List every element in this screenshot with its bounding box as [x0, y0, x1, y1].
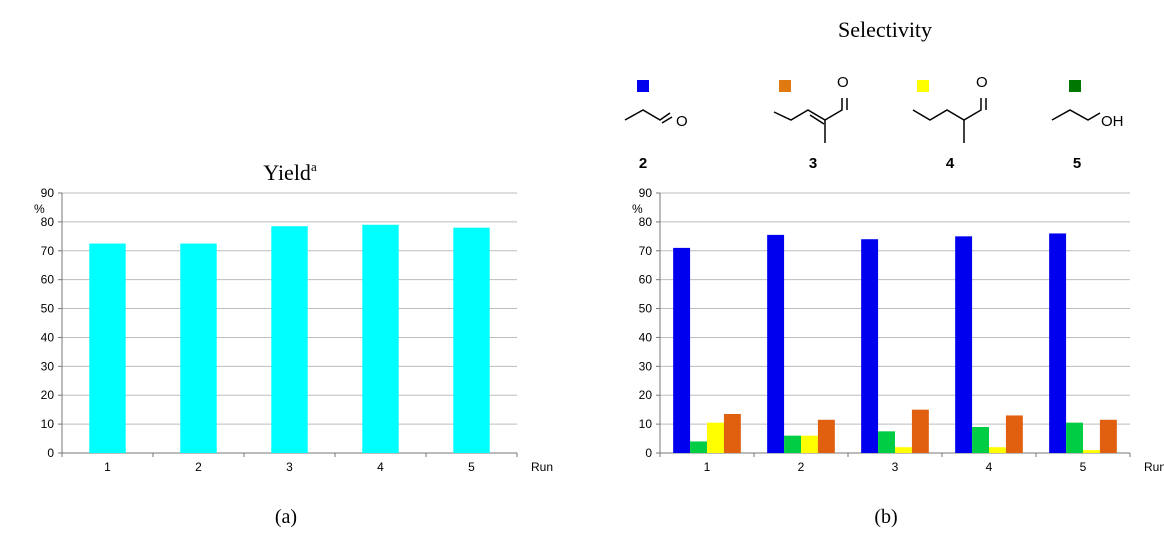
compound-2-structure: O 2 [624, 80, 688, 172]
compound-5-swatch [1069, 80, 1081, 92]
selectivity-bar [817, 419, 835, 453]
selectivity-title: Selectivity [838, 17, 932, 42]
selectivity-xtick-label: 5 [1080, 460, 1087, 474]
selectivity-chart: 0 10 20 30 40 50 60 70 80 90% 1 2 3 4 5 Run [632, 186, 1164, 474]
selectivity-bar [723, 414, 741, 453]
selectivity-ytick-label: 30 [639, 359, 653, 373]
compound-3-double-bond [809, 114, 825, 125]
selectivity-ytick-label: 60 [639, 273, 653, 287]
selectivity-bar [911, 409, 929, 453]
selectivity-bar [861, 239, 879, 453]
compound-3-structure: O 3 [773, 74, 849, 172]
selectivity-xtick-label: 1 [704, 460, 711, 474]
selectivity-bar [707, 422, 724, 453]
compound-3-skeleton [773, 98, 843, 121]
compound-5-structure: OH 5 [1051, 80, 1124, 172]
yield-ytick-label: 30 [41, 359, 55, 373]
compound-3-oxygen: O [837, 74, 849, 91]
panel-b-label: (b) [874, 506, 897, 528]
yield-ytick-label: 70 [41, 244, 55, 258]
compound-4-structure: O 4 [912, 74, 988, 172]
selectivity-bar [1005, 415, 1023, 453]
compound-5-hydroxyl: OH [1101, 113, 1124, 130]
compound-2-oxygen: O [676, 113, 688, 130]
yield-bar [362, 224, 399, 453]
selectivity-bar [1066, 422, 1083, 453]
selectivity-ylabel: % [632, 202, 643, 216]
yield-ylabel: % [34, 202, 45, 216]
compound-4-swatch [917, 80, 929, 92]
selectivity-xtick-label: 4 [986, 460, 993, 474]
compound-5-skeleton [1051, 109, 1101, 121]
selectivity-ytick-label: 0 [645, 446, 652, 460]
yield-xtick-label: 4 [377, 460, 384, 474]
selectivity-ytick-label: 40 [639, 330, 653, 344]
selectivity-bar [801, 435, 818, 453]
yield-ytick-label: 60 [41, 273, 55, 287]
panel-a-label: (a) [275, 506, 297, 528]
compound-3-number: 3 [809, 155, 817, 172]
selectivity-bar [690, 441, 707, 453]
selectivity-xtick-label: 3 [892, 460, 899, 474]
yield-bar [453, 227, 490, 453]
compound-5-number: 5 [1073, 155, 1081, 172]
yield-title: Yielda [263, 159, 317, 185]
structure-legend: O 2 O 3 O 4 [624, 74, 1124, 172]
compound-2-double-bond [661, 116, 673, 124]
yield-ytick-label: 90 [41, 186, 55, 200]
selectivity-bar [895, 447, 912, 453]
yield-xtick-label: 5 [468, 460, 475, 474]
yield-bar [271, 226, 308, 453]
selectivity-xtick-label: 2 [798, 460, 805, 474]
selectivity-ytick-label: 70 [639, 244, 653, 258]
selectivity-bar [673, 247, 691, 453]
yield-xtick-label: 2 [195, 460, 202, 474]
compound-4-oxygen: O [976, 74, 988, 91]
selectivity-ytick-label: 50 [639, 302, 653, 316]
yield-ytick-label: 80 [41, 215, 55, 229]
selectivity-bar [955, 236, 973, 453]
compound-2-swatch [637, 80, 649, 92]
yield-ytick-label: 0 [47, 446, 54, 460]
selectivity-ytick-label: 80 [639, 215, 653, 229]
compound-2-skeleton [624, 109, 671, 121]
selectivity-bar [767, 234, 785, 453]
selectivity-bar [878, 431, 895, 453]
yield-bar [180, 243, 217, 453]
yield-ytick-label: 10 [41, 417, 55, 431]
compound-3-swatch [779, 80, 791, 92]
yield-xlabel: Run [531, 460, 553, 474]
selectivity-ytick-label: 90 [639, 186, 653, 200]
yield-xtick-label: 3 [286, 460, 293, 474]
selectivity-bar [1049, 233, 1067, 453]
compound-4-number: 4 [946, 155, 955, 172]
yield-chart: 0 10 20 30 40 50 60 70 80 90% 1 2 3 4 5 Run [34, 186, 553, 474]
selectivity-bar [784, 435, 801, 453]
compound-4-skeleton [912, 98, 982, 121]
selectivity-bar [1083, 450, 1100, 453]
yield-bar [89, 243, 126, 453]
yield-ytick-label: 50 [41, 302, 55, 316]
selectivity-xlabel: Run [1144, 460, 1164, 474]
compound-2-number: 2 [639, 155, 647, 172]
selectivity-ytick-label: 10 [639, 417, 653, 431]
selectivity-ytick-label: 20 [639, 388, 653, 402]
yield-xtick-label: 1 [104, 460, 111, 474]
selectivity-bar [972, 427, 989, 453]
selectivity-bar [1099, 419, 1117, 453]
yield-ytick-label: 20 [41, 388, 55, 402]
selectivity-bar [989, 447, 1006, 453]
yield-ytick-label: 40 [41, 330, 55, 344]
